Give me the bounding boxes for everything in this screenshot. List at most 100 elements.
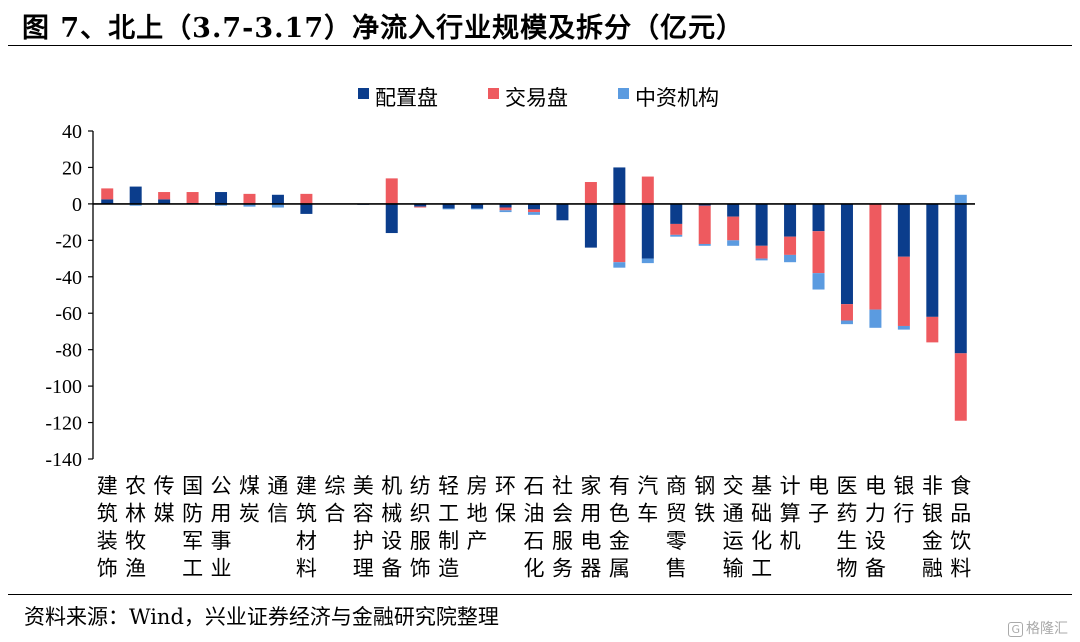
legend-swatch: [358, 88, 369, 99]
x-tick-label: 国防军工: [182, 474, 203, 581]
x-tick-label: 公用事业: [211, 474, 232, 581]
y-tick-label: 0: [72, 194, 82, 216]
bar-segment: [727, 216, 740, 241]
x-tick-label: 煤炭: [239, 474, 260, 526]
bar-segment: [897, 256, 910, 326]
bar-segment: [243, 204, 256, 207]
bar-segment: [670, 223, 683, 235]
x-tick-label: 商贸零售: [666, 474, 687, 581]
x-tick-label: 机械设备: [381, 474, 402, 581]
bar-segment: [613, 203, 626, 263]
x-tick-label: 环保: [495, 474, 516, 526]
x-tick-label: 有色金属: [609, 474, 630, 581]
bar-segment: [215, 192, 228, 204]
y-tick-label: 20: [62, 157, 82, 179]
x-tick-label: 钢铁: [694, 474, 715, 526]
bar-segment: [499, 207, 512, 211]
bar-segment: [528, 209, 540, 213]
bar-segment: [840, 203, 853, 305]
y-tick-label: 40: [62, 121, 82, 143]
bar-segment: [926, 316, 939, 343]
bar-segment: [528, 203, 540, 210]
x-tick-label: 非银金融: [922, 474, 943, 581]
watermark: G 格隆汇: [1008, 618, 1068, 638]
x-tick-label: 综合: [324, 474, 345, 526]
x-tick-label: 医药生物: [836, 474, 857, 581]
bar-segment: [101, 199, 114, 204]
bar-segment: [641, 258, 654, 264]
bar-segment: [215, 203, 228, 206]
bar-segment: [727, 203, 740, 217]
bar-segment: [471, 203, 484, 209]
bar-segment: [499, 203, 512, 208]
stacked-bar-chart: 40 20 0 -20 -40 -60 -80 -100 -120 -140 建筑装饰农林牧渔传媒…: [45, 86, 975, 581]
bar-segment: [385, 178, 398, 204]
x-tick-label: 银行: [893, 474, 914, 526]
bar-segment: [613, 167, 626, 204]
bar-segment: [414, 203, 427, 207]
bar-segment: [755, 258, 768, 261]
bar-segment: [840, 320, 853, 325]
bar-segment: [954, 194, 967, 204]
bar-segment: [471, 208, 484, 210]
bar-segment: [670, 234, 683, 237]
bar-segment: [784, 236, 797, 255]
bottom-rule: [8, 594, 1072, 595]
legend-swatch: [488, 88, 499, 99]
x-tick-label: 家用电器: [580, 474, 601, 581]
bar-segment: [300, 193, 313, 204]
bar-segment: [869, 309, 882, 328]
legend-label: 配置盘: [375, 86, 438, 110]
bar-segment: [641, 203, 654, 259]
bar-segment: [755, 203, 768, 246]
x-tick-label: 汽车: [637, 474, 658, 526]
bar-segment: [129, 203, 142, 206]
source-note: 资料来源：Wind，兴业证券经济与金融研究院整理: [24, 605, 499, 629]
x-tick-label: 社会服务: [552, 474, 573, 581]
x-tick-label: 轻工制造: [438, 474, 459, 581]
bar-segment: [926, 203, 939, 317]
x-tick-label: 传媒: [154, 474, 175, 526]
x-tick-label: 计算机: [780, 474, 801, 553]
legend-label: 交易盘: [505, 86, 568, 110]
bar-segment: [954, 203, 967, 354]
x-tick-label: 建筑材料: [296, 474, 317, 581]
watermark-text: 格隆汇: [1026, 621, 1068, 637]
x-tick-label: 农林牧渔: [125, 474, 146, 581]
bar-segment: [897, 203, 910, 257]
x-tick-label: 食品饮料: [950, 474, 971, 581]
bar-segment: [812, 231, 825, 274]
bar-segment: [869, 203, 882, 310]
legend-label: 中资机构: [635, 86, 719, 110]
legend-swatch: [618, 88, 629, 99]
bar-segment: [641, 176, 654, 204]
y-tick-label: -100: [45, 376, 82, 398]
chart-title: 图 7、北上（3.7-3.17）净流入行业规模及拆分（亿元）: [22, 13, 745, 44]
x-tick-label: 交通运输: [723, 474, 744, 581]
bar-segment: [698, 203, 711, 206]
y-tick-label: -60: [55, 303, 82, 325]
x-tick-label: 电力设备: [865, 474, 886, 581]
bar-segment: [499, 210, 512, 213]
bar-segment: [613, 262, 626, 268]
bar-segment: [812, 203, 825, 232]
bar-segment: [897, 325, 910, 330]
bar-segment: [840, 304, 853, 321]
bar-segment: [784, 254, 797, 263]
bar-segment: [528, 212, 540, 215]
bar-segment: [271, 194, 284, 204]
bar-segment: [129, 186, 142, 204]
y-tick-label: -80: [55, 340, 82, 362]
bar-segment: [442, 203, 455, 209]
bar-segment: [727, 240, 740, 246]
bar-segment: [442, 208, 455, 210]
x-tick-label: 电子: [808, 474, 829, 526]
x-tick-label: 基础化工: [751, 474, 772, 581]
bar-segment: [414, 206, 427, 208]
bar-segment: [784, 203, 797, 237]
bar-segment: [300, 203, 313, 214]
x-tick-label: 建筑装饰: [97, 474, 118, 581]
x-tick-label: 石油石化: [524, 474, 545, 581]
bar-segment: [101, 188, 114, 200]
bar-segment: [186, 192, 199, 203]
